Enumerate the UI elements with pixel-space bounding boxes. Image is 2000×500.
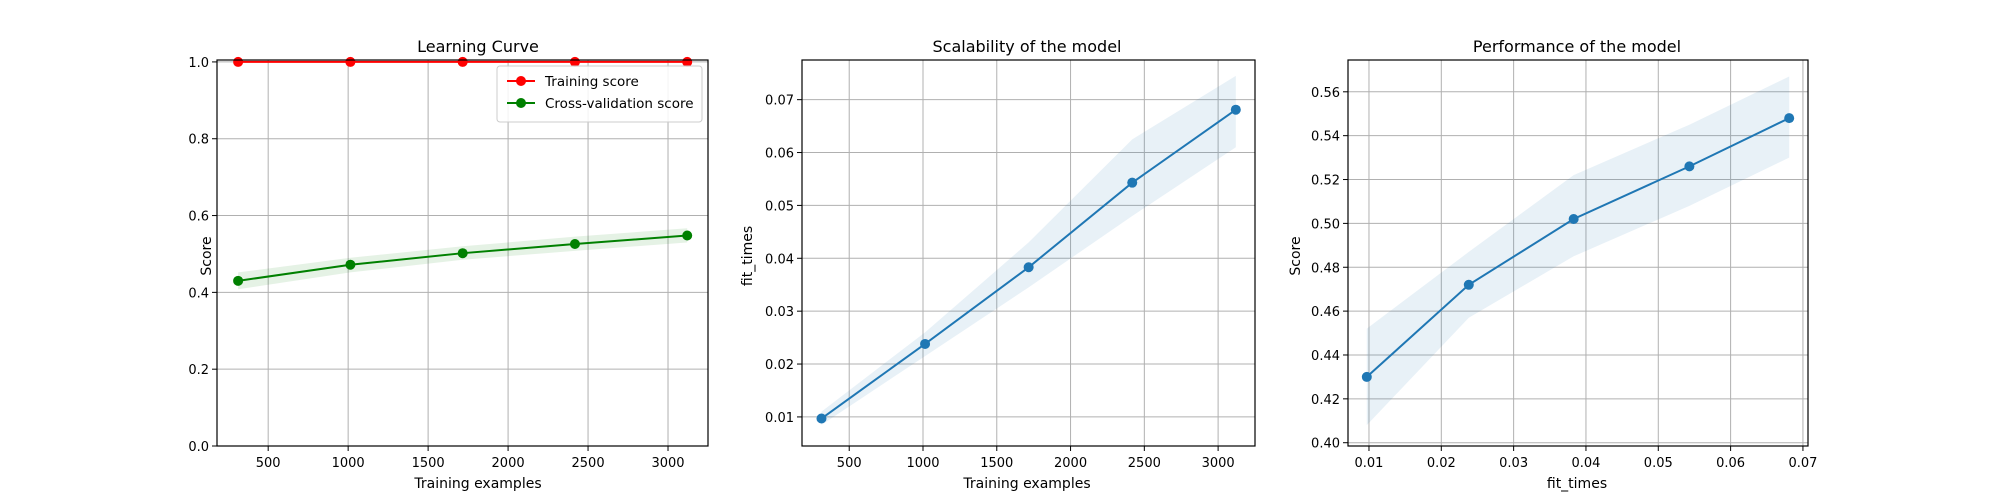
performance-title: Performance of the model — [1473, 37, 1681, 56]
scalability-xtick-label: 2000 — [1054, 456, 1087, 471]
performance-ytick-label: 0.50 — [1311, 217, 1340, 232]
legend-label-0: Training score — [544, 74, 639, 90]
performance-xtick-label: 0.02 — [1427, 456, 1456, 471]
performance-grid — [1348, 60, 1808, 446]
scalability-xtick-label: 1000 — [906, 456, 939, 471]
learning-curve-series-0-point — [457, 56, 468, 67]
learning-curve-title: Learning Curve — [417, 37, 539, 56]
legend-marker-0 — [516, 76, 526, 86]
scalability-ytick-label: 0.07 — [765, 94, 794, 109]
learning-curve-series-1-point — [233, 275, 244, 286]
performance-ytick-label: 0.42 — [1311, 393, 1340, 408]
scalability-xtick-label: 2500 — [1128, 456, 1161, 471]
performance-xtick-label: 0.05 — [1644, 456, 1673, 471]
learning-curve-ytick-label: 0.8 — [188, 133, 209, 148]
performance-series-0-point — [1784, 113, 1795, 124]
performance-series-0-band — [1366, 76, 1790, 426]
performance-ytick-label: 0.54 — [1311, 130, 1340, 145]
performance-ytick-label: 0.40 — [1311, 437, 1340, 452]
scalability-grid — [802, 60, 1255, 446]
learning-curve-xtick-label: 1500 — [412, 456, 445, 471]
performance-series-0-point — [1684, 161, 1695, 172]
learning-curve-series-1-point — [345, 259, 356, 270]
performance-xtick-label: 0.07 — [1788, 456, 1817, 471]
scalability-series-0-point — [1230, 104, 1241, 115]
learning-curve-series-0-point — [569, 56, 580, 67]
learning-curve-ytick-label: 0.0 — [188, 440, 209, 455]
performance-ytick-label: 0.48 — [1311, 261, 1340, 276]
scalability-ytick-label: 0.03 — [765, 305, 794, 320]
learning-curve-xtick-label: 500 — [256, 456, 281, 471]
learning-curve-xlabel: Training examples — [413, 476, 541, 492]
learning-curve-series-1-point — [569, 238, 580, 249]
scalability-ytick-label: 0.04 — [765, 252, 794, 267]
performance-series-0-point — [1463, 279, 1474, 290]
scalability-series-0-point — [920, 338, 931, 349]
performance-ylabel: Score — [1288, 236, 1304, 275]
learning-curve-ylabel: Score — [199, 236, 215, 275]
learning-curve-xtick-label: 3000 — [651, 456, 684, 471]
scalability-series-0-point — [1023, 262, 1034, 273]
performance-xtick-label: 0.01 — [1354, 456, 1383, 471]
learning-curve-panel: Learning Curve Training examples Score 5… — [188, 37, 709, 492]
performance-series-0-point — [1568, 214, 1579, 225]
legend-frame — [496, 65, 703, 123]
legend-label-1: Cross-validation score — [545, 96, 694, 112]
learning-curve-ytick-label: 0.4 — [188, 286, 209, 301]
scalability-xtick-label: 3000 — [1202, 456, 1235, 471]
learning-curve-legend: Training score Cross-validation score — [496, 65, 703, 123]
performance-ytick-label: 0.44 — [1311, 349, 1340, 364]
scalability-xtick-label: 500 — [837, 456, 862, 471]
learning-curve-ytick-label: 0.2 — [188, 363, 209, 378]
scalability-title: Scalability of the model — [933, 37, 1122, 56]
scalability-xlabel: Training examples — [962, 476, 1090, 492]
learning-curve-series-0-point — [682, 56, 693, 67]
performance-xtick-label: 0.03 — [1499, 456, 1528, 471]
learning-curve-axes-frame — [216, 59, 709, 447]
performance-ytick-label: 0.52 — [1311, 174, 1340, 189]
performance-xlabel: fit_times — [1547, 476, 1607, 492]
performance-axes-frame — [1347, 59, 1809, 447]
performance-xtick-label: 0.04 — [1571, 456, 1600, 471]
learning-curve-ytick-label: 0.6 — [188, 210, 209, 225]
performance-series-0-point — [1361, 371, 1372, 382]
scalability-series-0-band — [821, 75, 1236, 425]
scalability-ytick-label: 0.02 — [765, 358, 794, 373]
scalability-panel: Scalability of the model Training exampl… — [740, 37, 1256, 492]
scalability-ylabel: fit_times — [740, 226, 756, 286]
learning-curve-series-1-band — [238, 228, 688, 290]
learning-curve-series-1-point — [682, 230, 693, 241]
scalability-ytick-label: 0.01 — [765, 411, 794, 426]
performance-xtick-label: 0.06 — [1716, 456, 1745, 471]
scalability-xtick-label: 1500 — [980, 456, 1013, 471]
scalability-series-0-point — [816, 413, 827, 424]
performance-panel: Performance of the model fit_times Score… — [1288, 37, 1817, 492]
scalability-ytick-label: 0.05 — [765, 199, 794, 214]
scalability-series-0-point — [1127, 177, 1138, 188]
scalability-axes-frame — [801, 59, 1256, 447]
learning-curve-series-0-point — [345, 56, 356, 67]
legend-marker-1 — [516, 98, 526, 108]
learning-curve-xtick-label: 2000 — [492, 456, 525, 471]
performance-ytick-label: 0.46 — [1311, 305, 1340, 320]
learning-curve-xtick-label: 1000 — [332, 456, 365, 471]
learning-curve-xtick-label: 2500 — [572, 456, 605, 471]
scalability-ytick-label: 0.06 — [765, 147, 794, 162]
performance-ytick-label: 0.56 — [1311, 86, 1340, 101]
learning-curve-series-1-point — [457, 248, 468, 259]
learning-curve-ytick-label: 1.0 — [188, 56, 209, 71]
learning-curve-series-0-point — [233, 56, 244, 67]
